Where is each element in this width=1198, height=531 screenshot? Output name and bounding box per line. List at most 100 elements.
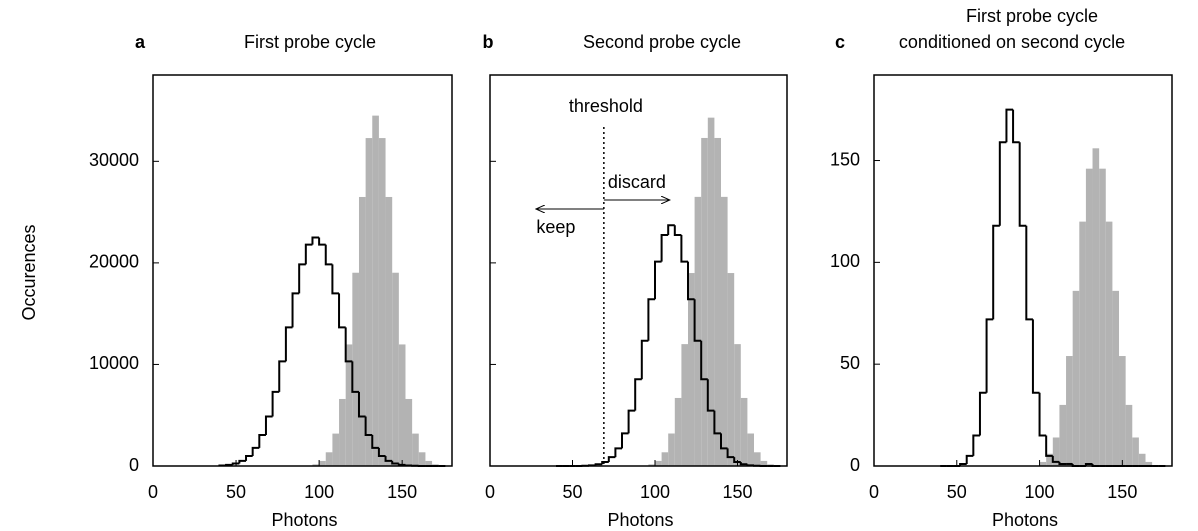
step-segment [344,327,353,363]
step-segment [264,415,273,436]
y-tick-label: 100 [830,251,860,271]
x-tick-label: 50 [562,482,582,502]
bar [747,433,754,466]
bar [319,460,326,466]
step-segment [291,292,300,328]
bar [701,137,708,466]
step-segment [238,459,247,464]
x-tick-label: 0 [869,482,879,502]
bar [721,196,728,467]
step-segment [245,454,253,461]
bar [681,344,688,466]
bar [365,138,373,466]
step-segment [687,261,695,301]
step-segment [397,463,406,466]
step-segment [298,263,306,294]
step-segment [278,360,286,392]
step-segment [640,339,649,380]
bar [1079,221,1086,466]
bar [740,397,748,466]
bar [398,344,406,466]
bar [339,398,346,466]
step-segment [733,457,741,463]
step-segment [972,434,980,456]
bar [1132,437,1139,466]
step-segment [673,225,682,236]
step-segment [739,461,748,466]
step-segment [304,243,313,265]
step-segment [992,224,1000,320]
panel-title: First probe cycle [244,32,376,52]
plot-frame [152,74,453,467]
panel-title: Second probe cycle [583,32,741,52]
step-segment [324,244,333,266]
step-segment [338,293,346,329]
bar [1099,168,1106,467]
bar [1072,290,1080,466]
bar [661,452,669,466]
y-tick-label: 0 [129,455,139,475]
step-segment [311,236,320,245]
step-segment [258,434,266,448]
panel-title: conditioned on second cycle [899,32,1125,52]
bar [1112,290,1120,466]
plot-frame [873,74,1173,467]
x-tick-label: 50 [226,482,246,502]
bar [1092,148,1100,466]
step-segment [726,448,735,459]
step-segment [391,460,399,465]
step-segment [1018,142,1027,227]
step-segment [660,233,669,262]
step-segment [680,234,688,263]
bar [1052,437,1060,466]
step-segment [647,298,655,341]
bar [655,460,662,466]
step-segment [1025,225,1033,321]
step-segment [706,379,715,412]
step-segment [654,260,662,300]
y-tick-label: 0 [850,455,860,475]
bar [405,398,413,466]
step-segment [251,446,260,456]
step-segment [700,340,708,381]
bar [358,196,366,467]
bar [1105,221,1113,466]
step-segment [371,435,379,449]
bar [312,464,320,466]
bar [760,460,768,466]
step-segment [1045,435,1053,457]
step-segment [1051,455,1060,463]
bar [674,397,682,466]
step-segment [357,391,366,418]
step-segment [985,318,994,393]
bar [694,196,702,467]
x-tick-label: 0 [485,482,495,502]
bar [754,452,761,466]
bar [372,115,379,466]
bar [1138,453,1146,466]
y-axis-label: Occurences [19,224,39,320]
step-segment [351,361,359,393]
bar [688,273,695,466]
x-tick-label: 150 [1107,482,1137,502]
x-tick-label: 150 [722,482,752,502]
step-segment [713,410,721,435]
x-axis-label: Photons [992,510,1058,530]
x-tick-label: 0 [148,482,158,502]
step-segment [998,141,1007,226]
bar [668,433,675,466]
step-segment [377,447,386,457]
panel-letter: b [483,32,494,52]
bar [352,272,359,466]
threshold-label: threshold [569,96,643,116]
y-tick-label: 20000 [89,252,139,272]
bar [412,433,419,466]
annotation: discard [608,172,666,192]
bar [1046,453,1053,466]
bar [714,137,721,466]
bar [707,117,715,467]
x-tick-label: 100 [640,482,670,502]
bar [345,344,353,466]
bar [1085,168,1093,467]
